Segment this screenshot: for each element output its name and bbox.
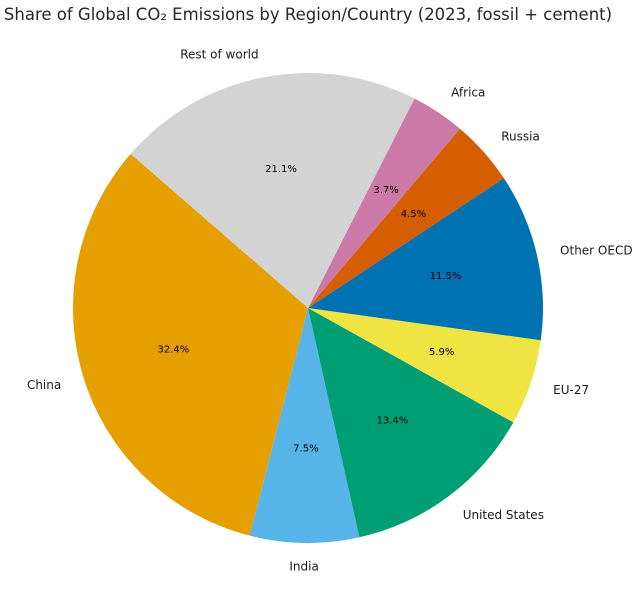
pie-category-label-africa: Africa: [451, 86, 485, 100]
pie-category-label-eu-27: EU-27: [553, 383, 589, 397]
pie-slice-rest-of-world: [130, 72, 415, 308]
pie-slice-india: [249, 308, 360, 543]
pie-category-label-rest-of-world: Rest of world: [180, 47, 258, 61]
pie-slice-russia: [308, 128, 504, 308]
pie-slice-eu-27: [308, 308, 541, 423]
pie-category-label-china: China: [27, 378, 61, 392]
pie-value-label-russia: 4.5%: [401, 209, 426, 220]
pie-value-label-united-states: 13.4%: [376, 415, 408, 426]
pie-slice-other-oecd: [308, 178, 544, 341]
pie-slices: [73, 72, 544, 543]
pie-slice-africa: [308, 98, 460, 308]
pie-value-label-other-oecd: 11.5%: [430, 271, 462, 282]
pie-slice-united-states: [308, 308, 514, 538]
pie-slice-china: [73, 153, 308, 536]
pie-category-label-india: India: [289, 559, 318, 573]
pie-category-label-united-states: United States: [463, 508, 544, 522]
pie-labels: 32.4% China 7.5% India 13.4% United States 5.9…: [27, 47, 633, 573]
pie-value-label-india: 7.5%: [293, 443, 318, 454]
pie-value-label-rest-of-world: 21.1%: [265, 164, 297, 175]
pie-value-label-africa: 3.7%: [373, 185, 398, 196]
pie-value-label-eu-27: 5.9%: [429, 347, 454, 358]
pie-value-label-china: 32.4%: [158, 344, 190, 355]
chart-title: Share of Global CO₂ Emissions by Region/…: [4, 5, 612, 24]
pie-category-label-other-oecd: Other OECD: [560, 244, 633, 258]
pie-category-label-russia: Russia: [501, 129, 540, 143]
